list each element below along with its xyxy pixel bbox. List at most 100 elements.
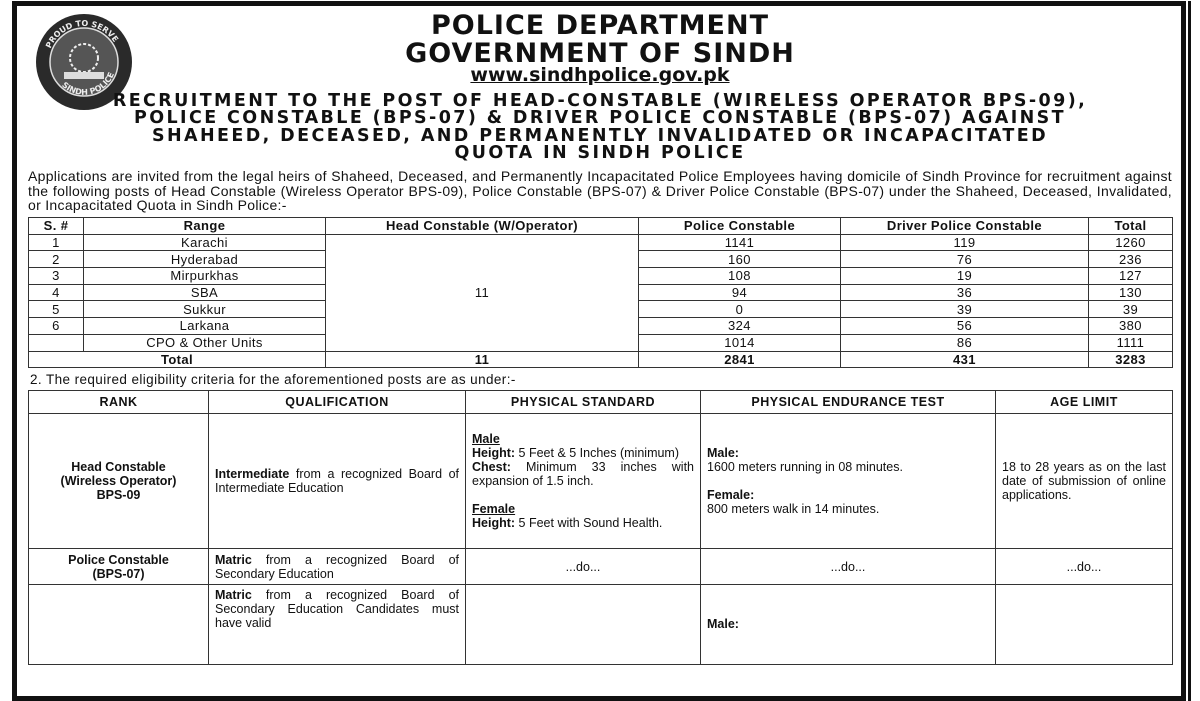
range-cell: Karachi <box>83 233 326 252</box>
col-header: Police Constable <box>638 217 841 235</box>
qual-text: from a recognized Board of Intermediate … <box>215 467 459 495</box>
total-cell: 380 <box>1088 317 1173 335</box>
police-constable-cell: 0 <box>638 300 841 319</box>
range-cell: Larkana <box>83 317 326 335</box>
value: 5 Feet & 5 Inches (minimum) <box>515 446 680 460</box>
value: 5 Feet with Sound Health. <box>515 516 663 530</box>
range-cell: Hyderabad <box>83 250 326 269</box>
table-row: Matric from a recognized Board of Second… <box>28 584 1173 665</box>
total-cell: 39 <box>1088 300 1173 319</box>
label: Female: <box>707 488 755 502</box>
police-constable-cell: 1014 <box>638 333 841 352</box>
driver-constable-cell: 56 <box>840 317 1089 335</box>
age-cell: 18 to 28 years as on the last date of su… <box>995 413 1173 549</box>
qualification-cell: Matric from a recognized Board of Second… <box>208 548 466 585</box>
ditto-cell: ...do... <box>465 548 701 585</box>
title-line: POLICE CONSTABLE (BPS-07) & DRIVER POLIC… <box>134 108 1066 129</box>
range-cell: SBA <box>83 283 326 302</box>
rank-line: BPS-09 <box>96 488 141 502</box>
male-heading: Male <box>472 432 500 446</box>
table-header-row: S. # Range Head Constable (W/Operator) P… <box>28 217 1173 235</box>
range-cell: Sukkur <box>83 300 326 319</box>
total-cell: 127 <box>1088 267 1173 285</box>
eligibility-table: RANK QUALIFICATION PHYSICAL STANDARD PHY… <box>28 390 1173 665</box>
ditto-cell: ...do... <box>700 548 996 585</box>
driver-constable-cell: 86 <box>840 333 1089 352</box>
total-cell: 3283 <box>1088 350 1173 369</box>
website-link[interactable]: www.sindhpolice.gov.pk <box>470 64 730 86</box>
total-cell: 130 <box>1088 283 1173 302</box>
rank-line: (BPS-07) <box>92 566 145 581</box>
table-row: 1 Karachi 11 1141 119 1260 <box>28 233 1173 352</box>
table-row: 6 Larkana 324 56 380 <box>28 317 1173 335</box>
serial-cell: 5 <box>28 300 84 319</box>
total-cell: 1260 <box>1088 233 1173 252</box>
value: 1600 meters running in 08 minutes. <box>707 460 903 474</box>
qual-bold: Matric <box>215 588 252 602</box>
rank-line: Police Constable <box>68 552 169 567</box>
col-header: Head Constable (W/Operator) <box>325 217 639 235</box>
col-header: RANK <box>28 390 209 414</box>
serial-cell: 1 <box>28 233 84 252</box>
col-header: Range <box>83 217 326 235</box>
police-constable-cell: 160 <box>638 250 841 269</box>
government-name: GOVERNMENT OF SINDH <box>405 38 795 69</box>
col-header: AGE LIMIT <box>995 390 1173 414</box>
rank-line: Head Constable <box>71 460 166 474</box>
qualification-cell: Matric from a recognized Board of Second… <box>208 584 466 665</box>
serial-cell: 6 <box>28 317 84 335</box>
driver-constable-cell: 36 <box>840 283 1089 302</box>
qual-bold: Intermediate <box>215 467 290 481</box>
endurance-cell: Male: 1600 meters running in 08 minutes. … <box>700 413 996 549</box>
range-cell: CPO & Other Units <box>83 333 326 352</box>
col-header: PHYSICAL ENDURANCE TEST <box>700 390 996 414</box>
rank-cell <box>28 584 209 665</box>
qual-text: from a recognized Board of Secondary Edu… <box>215 552 459 581</box>
department-name: POLICE DEPARTMENT <box>430 10 770 41</box>
col-header: Total <box>1088 217 1173 235</box>
page-border-outer <box>1188 1 1191 701</box>
total-label: Total <box>28 350 326 369</box>
table-row: 3 Mirpurkhas 108 19 127 <box>28 267 1173 285</box>
police-constable-cell: 324 <box>638 317 841 335</box>
rank-cell: Police Constable (BPS-07) <box>28 548 209 585</box>
title-line: SHAHEED, DECEASED, AND PERMANENTLY INVAL… <box>151 125 1049 146</box>
police-constable-cell: 1141 <box>638 233 841 252</box>
driver-constable-cell: 76 <box>840 250 1089 269</box>
value: 800 meters walk in 14 minutes. <box>707 502 880 516</box>
value: Minimum 33 inches with expansion of 1.5 … <box>472 460 694 488</box>
serial-cell: 3 <box>28 267 84 285</box>
label: Chest: <box>472 460 511 474</box>
driver-constable-cell: 19 <box>840 267 1089 285</box>
age-cell <box>995 584 1173 665</box>
serial-cell: 2 <box>28 250 84 269</box>
recruitment-title: RECRUITMENT TO THE POST OF HEAD-CONSTABL… <box>20 91 1180 163</box>
total-cell: 11 <box>325 350 639 369</box>
head-constable-cell: 11 <box>325 233 639 352</box>
label: Height: <box>472 516 516 530</box>
label: Male: <box>707 617 739 631</box>
physical-standard-cell: Male Height: 5 Feet & 5 Inches (minimum)… <box>465 413 701 549</box>
title-line: RECRUITMENT TO THE POST OF HEAD-CONSTABL… <box>112 91 1088 111</box>
total-cell: 431 <box>840 350 1089 369</box>
ditto-cell: ...do... <box>995 548 1173 585</box>
driver-constable-cell: 119 <box>840 233 1089 252</box>
table-row: Police Constable (BPS-07) Matric from a r… <box>28 548 1173 585</box>
col-header: QUALIFICATION <box>208 390 466 414</box>
total-cell: 236 <box>1088 250 1173 269</box>
total-row: Total 11 2841 431 3283 <box>28 350 1173 369</box>
qual-text: from a recognized Board of Secondary Edu… <box>215 588 459 630</box>
serial-cell <box>28 333 84 352</box>
total-cell: 2841 <box>638 350 841 369</box>
rank-cell: Head Constable (Wireless Operator) BPS-09 <box>28 413 209 549</box>
col-header: PHYSICAL STANDARD <box>465 390 701 414</box>
qualification-cell: Intermediate from a recognized Board of … <box>208 413 466 549</box>
female-heading: Female <box>472 502 516 516</box>
serial-cell: 4 <box>28 283 84 302</box>
police-constable-cell: 94 <box>638 283 841 302</box>
range-cell: Mirpurkhas <box>83 267 326 285</box>
intro-paragraph: Applications are invited from the legal … <box>28 168 1172 213</box>
police-constable-cell: 108 <box>638 267 841 285</box>
table-row: 5 Sukkur 0 39 39 <box>28 300 1173 319</box>
table-header-row: RANK QUALIFICATION PHYSICAL STANDARD PHY… <box>28 390 1173 414</box>
